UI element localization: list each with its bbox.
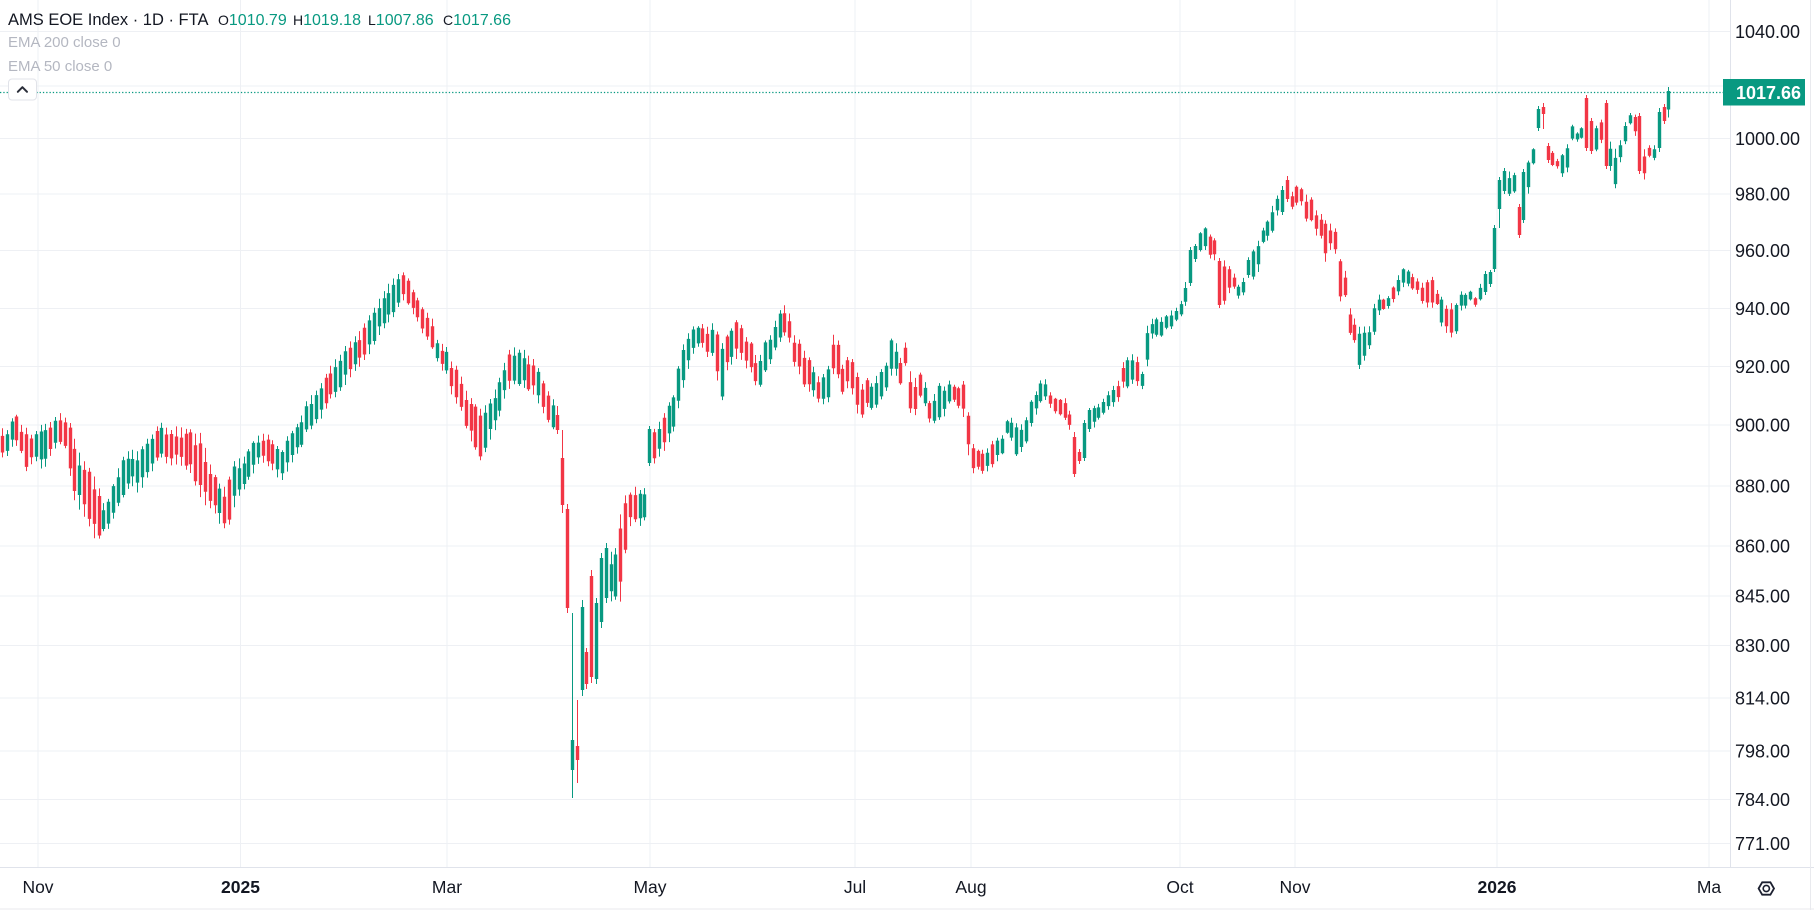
svg-text:Nov: Nov: [22, 877, 53, 897]
svg-text:798.00: 798.00: [1735, 742, 1790, 762]
svg-text:EMA 50 close 0: EMA 50 close 0: [8, 58, 112, 75]
svg-text:Mar: Mar: [432, 877, 462, 897]
svg-text:980.00: 980.00: [1735, 185, 1790, 205]
svg-text:845.00: 845.00: [1735, 587, 1790, 607]
svg-text:L1007.86: L1007.86: [368, 12, 434, 29]
svg-text:860.00: 860.00: [1735, 537, 1790, 557]
svg-text:771.00: 771.00: [1735, 834, 1790, 854]
svg-text:AMS EOE Index · 1D · FTA: AMS EOE Index · 1D · FTA: [8, 11, 209, 29]
svg-text:960.00: 960.00: [1735, 241, 1790, 261]
svg-text:EMA 200 close 0: EMA 200 close 0: [8, 34, 121, 51]
svg-text:2026: 2026: [1478, 877, 1517, 897]
svg-text:830.00: 830.00: [1735, 636, 1790, 656]
svg-text:Nov: Nov: [1279, 877, 1310, 897]
svg-text:Aug: Aug: [955, 877, 986, 897]
svg-text:C1017.66: C1017.66: [443, 12, 511, 29]
svg-text:H1019.18: H1019.18: [293, 12, 361, 29]
svg-text:2025: 2025: [221, 877, 260, 897]
svg-text:May: May: [633, 877, 666, 897]
svg-text:920.00: 920.00: [1735, 357, 1790, 377]
svg-text:940.00: 940.00: [1735, 299, 1790, 319]
svg-text:1040.00: 1040.00: [1735, 22, 1800, 42]
svg-text:Ma: Ma: [1697, 877, 1722, 897]
svg-text:784.00: 784.00: [1735, 790, 1790, 810]
svg-text:1017.66: 1017.66: [1736, 83, 1801, 103]
svg-text:Oct: Oct: [1166, 877, 1193, 897]
svg-text:900.00: 900.00: [1735, 416, 1790, 436]
svg-text:1000.00: 1000.00: [1735, 129, 1800, 149]
svg-text:880.00: 880.00: [1735, 477, 1790, 497]
svg-text:Jul: Jul: [844, 877, 866, 897]
svg-text:814.00: 814.00: [1735, 689, 1790, 709]
svg-text:O1010.79: O1010.79: [218, 12, 287, 29]
